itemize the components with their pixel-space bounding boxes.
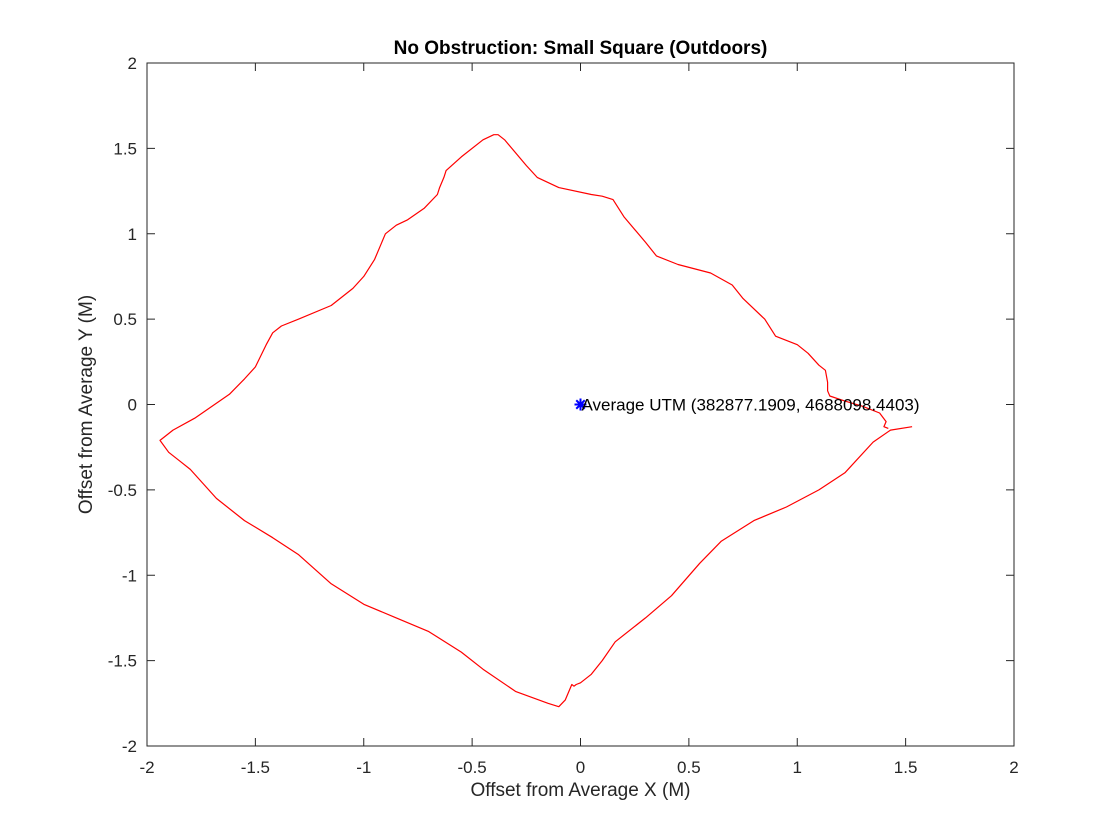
x-tick-label: -2 (139, 758, 154, 777)
y-tick-label: 2 (128, 54, 137, 73)
x-tick-label: 1 (793, 758, 802, 777)
x-axis-label: Offset from Average X (M) (471, 780, 691, 801)
y-tick-label: 0.5 (113, 310, 137, 329)
y-tick-label: 0 (128, 396, 137, 415)
x-tick-label: -1.5 (241, 758, 270, 777)
y-tick-label: -0.5 (108, 481, 137, 500)
y-tick-label: -1 (122, 566, 137, 585)
x-tick-label: -1 (356, 758, 371, 777)
tick-layer: -2 -1.5 -1 -0.5 0 0.5 1 1.5 2 -2 -1.5 -1 -0.5 0 0.5 1 1.… (108, 54, 1019, 777)
x-tick-label: 2 (1009, 758, 1018, 777)
y-tick-label: 1 (128, 225, 137, 244)
average-annotation: Average UTM (382877.1909, 4688098.4403) (582, 396, 920, 415)
series-line-0 (159, 134, 913, 708)
average-marker (574, 398, 587, 411)
y-axis-label: Offset from Average Y (M) (76, 295, 97, 514)
annotation-layer: Average UTM (382877.1909, 4688098.4403) (574, 396, 920, 415)
x-tick-label: 0.5 (677, 758, 701, 777)
y-tick-label: -1.5 (108, 652, 137, 671)
x-tick-label: 0 (576, 758, 585, 777)
series-layer (159, 134, 913, 708)
x-tick-label: -0.5 (457, 758, 486, 777)
y-tick-label: 1.5 (113, 139, 137, 158)
chart-title: No Obstruction: Small Square (Outdoors) (394, 38, 768, 59)
x-tick-label: 1.5 (894, 758, 918, 777)
y-tick-label: -2 (122, 737, 137, 756)
axes: Average UTM (382877.1909, 4688098.4403) … (108, 54, 1019, 777)
